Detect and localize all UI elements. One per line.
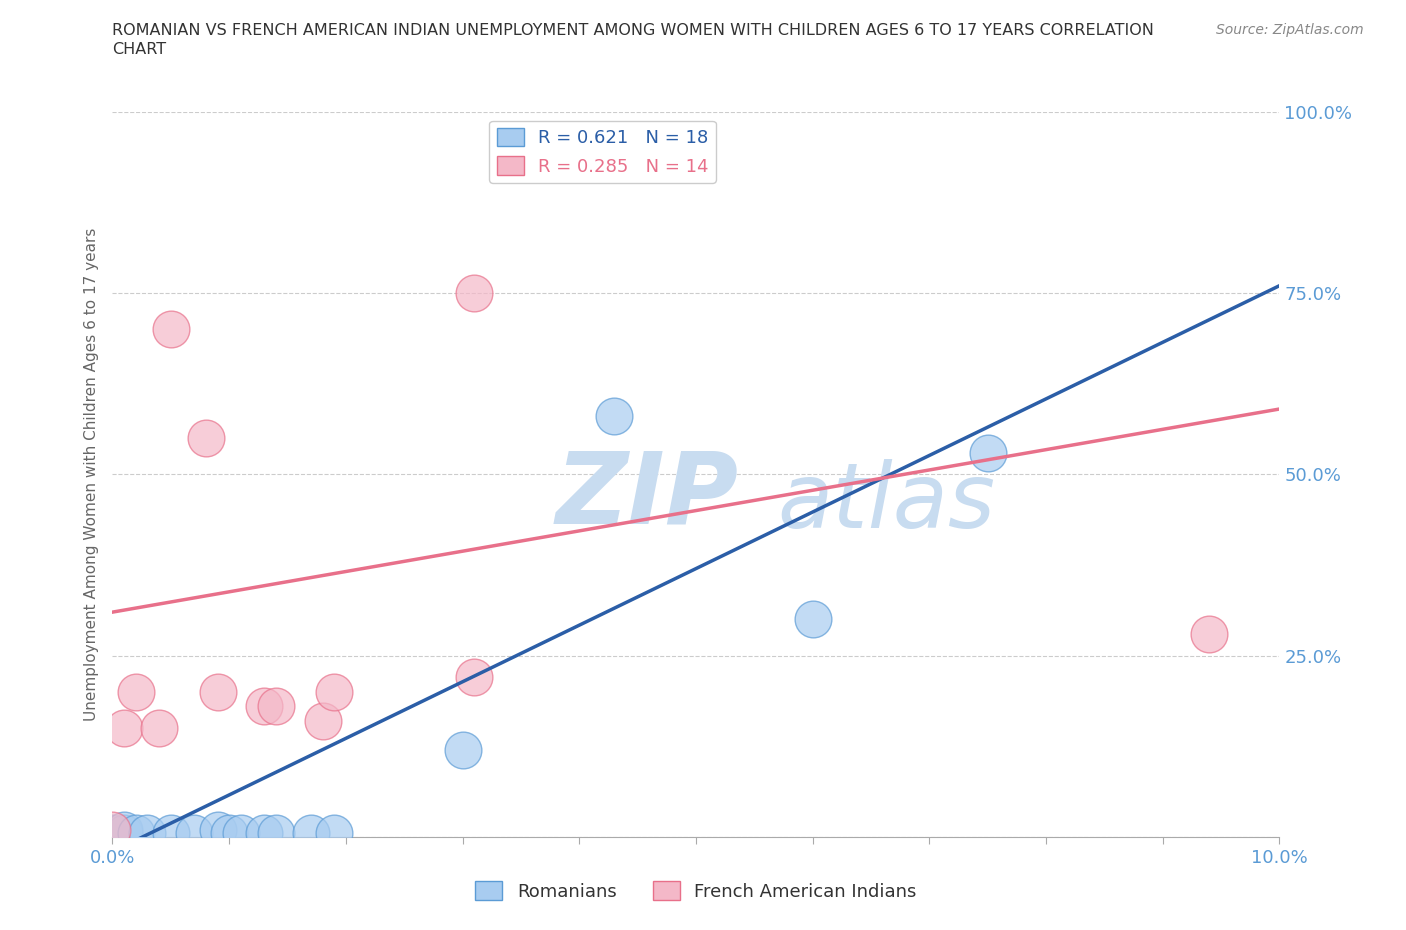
- Y-axis label: Unemployment Among Women with Children Ages 6 to 17 years: Unemployment Among Women with Children A…: [83, 228, 98, 721]
- Text: atlas: atlas: [778, 459, 995, 548]
- Point: [311, 713, 333, 728]
- Point: [112, 826, 135, 841]
- Point: [463, 670, 485, 684]
- Point: [101, 826, 124, 841]
- Point: [160, 826, 183, 841]
- Point: [207, 684, 229, 699]
- Point: [603, 409, 626, 424]
- Text: ROMANIAN VS FRENCH AMERICAN INDIAN UNEMPLOYMENT AMONG WOMEN WITH CHILDREN AGES 6: ROMANIAN VS FRENCH AMERICAN INDIAN UNEMP…: [112, 23, 1154, 38]
- Point: [229, 826, 252, 841]
- Point: [253, 699, 276, 714]
- Point: [976, 445, 998, 460]
- Point: [148, 721, 170, 736]
- Text: Source: ZipAtlas.com: Source: ZipAtlas.com: [1216, 23, 1364, 37]
- Point: [112, 822, 135, 837]
- Point: [207, 822, 229, 837]
- Point: [299, 826, 322, 841]
- Text: ZIP: ZIP: [555, 447, 740, 545]
- Point: [323, 684, 346, 699]
- Point: [101, 822, 124, 837]
- Point: [136, 826, 159, 841]
- Text: CHART: CHART: [112, 42, 166, 57]
- Point: [463, 286, 485, 300]
- Point: [194, 431, 217, 445]
- Point: [183, 826, 205, 841]
- Point: [160, 322, 183, 337]
- Point: [112, 721, 135, 736]
- Point: [218, 826, 240, 841]
- Point: [264, 699, 287, 714]
- Point: [125, 684, 148, 699]
- Point: [451, 742, 474, 757]
- Point: [125, 826, 148, 841]
- Point: [1198, 627, 1220, 642]
- Point: [264, 826, 287, 841]
- Point: [801, 612, 824, 627]
- Point: [323, 826, 346, 841]
- Point: [253, 826, 276, 841]
- Legend: Romanians, French American Indians: Romanians, French American Indians: [468, 874, 924, 908]
